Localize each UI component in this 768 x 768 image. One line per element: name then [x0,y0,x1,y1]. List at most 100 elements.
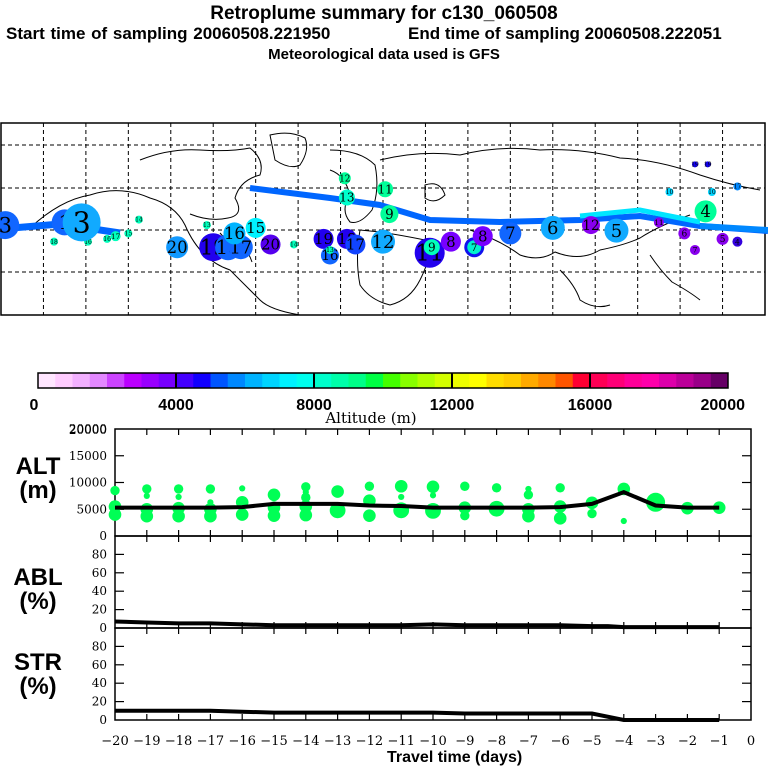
y-tick-label: 40 [92,676,107,690]
map-marker-label: 11 [377,182,392,196]
alt-scatter-point [553,512,567,525]
abl-label-top: ABL [13,564,63,591]
str-label-bottom: (%) [19,673,57,700]
map-marker-label: 10 [666,189,674,196]
y-tick-label: 20 [92,603,107,617]
alt-scatter-point [172,509,185,523]
map-marker-label: 12 [339,174,350,184]
map-marker [338,172,351,185]
map-marker-label: 11 [654,218,664,227]
map-marker [110,231,121,242]
str-panel: 0 20 40 60 80 [92,627,752,727]
map-marker [689,244,700,255]
map-marker [665,188,674,196]
map-marker-label: 6 [681,230,687,240]
map-marker [50,237,59,246]
track-segment [699,223,768,233]
x-tick-label: −20 [101,734,128,749]
alt-scatter-point [267,488,281,502]
alt-scatter-point [142,484,152,494]
alt-label-bottom: (m) [19,477,57,504]
map-marker [289,240,298,249]
map-marker-label: 15 [125,231,133,238]
map-marker [423,239,440,256]
map-marker-label: 14 [290,242,298,249]
alt-scatter-point [331,485,344,498]
alt-scatter-point [587,508,597,519]
alt-scatter-point [363,509,376,522]
map-marker-label: 3 [73,206,91,239]
y-tick-label: 0 [99,529,107,543]
plume-markers: 3118161617141520191817161513201419161817… [0,161,743,268]
x-tick-label: −15 [260,734,287,749]
x-tick-label: −4 [614,734,633,749]
map-marker [377,181,394,198]
map-marker [223,222,246,245]
alt-scatter-point [110,485,120,496]
map-marker-label: 16 [103,236,111,243]
map-marker [604,218,629,243]
alt-scatter-point [235,508,249,521]
x-tick-label: −12 [356,734,383,749]
x-tick-label: −8 [487,734,506,749]
x-axis-label: Travel time (days) [387,749,523,766]
map-marker-label: 4 [700,202,711,221]
map-marker [440,231,461,252]
y-tick-label: 10000 [69,476,107,490]
y-tick-label: 80 [92,639,107,653]
map-marker-label: 12 [582,218,599,234]
x-tick-label: −11 [387,734,414,749]
map-marker-label: 13 [203,222,211,229]
track-segment [579,207,701,225]
x-tick-label: −7 [519,734,538,749]
map-marker [716,232,729,245]
y-tick-label: 15000 [69,449,107,463]
map-marker [733,182,742,191]
map-marker [380,205,399,224]
x-tick-labels: −20 −19 −18 −17 −16 −15 −14 −13 −12 −11 −10 −9 −8 −7−… [101,734,755,749]
alt-scatter-point [175,493,182,501]
map-marker-label: 18 [50,239,58,246]
str-panel-label: STR (%) [3,651,73,699]
map-marker [313,228,334,249]
alt-scatter-point [555,483,565,493]
map-marker [202,221,211,230]
x-tick-label: −9 [455,734,474,749]
map-marker-label: 13 [326,247,334,254]
alt-scatter-point [140,509,154,523]
x-tick-label: −6 [551,734,570,749]
x-tick-label: −18 [165,734,192,749]
x-tick-label: −17 [197,734,224,749]
x-tick-label: −13 [324,734,351,749]
map-marker [260,234,281,255]
y-tick-label: 40 [92,584,107,598]
map-marker-label: 20 [261,236,280,254]
abl-label-bottom: (%) [19,588,57,615]
x-tick-label: −5 [582,734,601,749]
map-marker-label: 10 [708,189,716,196]
map-marker [691,161,698,168]
alt-scatter-point [173,484,184,494]
map-marker [338,189,355,206]
abl-line [114,619,720,630]
alt-scatter-point [239,485,246,492]
y-tick-label: 60 [92,658,107,672]
y-tick-label: 0 [99,713,107,727]
alt-scatter-point [108,508,122,521]
alt-scatter-point [329,502,346,519]
map-marker [103,234,112,243]
map-marker [320,246,339,265]
map-marker [124,229,133,238]
x-tick-label: −14 [292,734,319,749]
abl-frame [114,535,752,629]
map-marker-label: 15 [246,219,265,237]
map-marker-label: 12 [372,232,395,253]
start-time-label: Start time of sampling 20060508.221950 [6,24,331,43]
abl-panel: 0 20 40 60 80 [92,535,752,635]
y-tick-label: 20000 [69,423,107,437]
map-marker-label: 7 [693,246,698,255]
map-marker-label: 7 [505,224,516,243]
map-marker [134,215,143,224]
